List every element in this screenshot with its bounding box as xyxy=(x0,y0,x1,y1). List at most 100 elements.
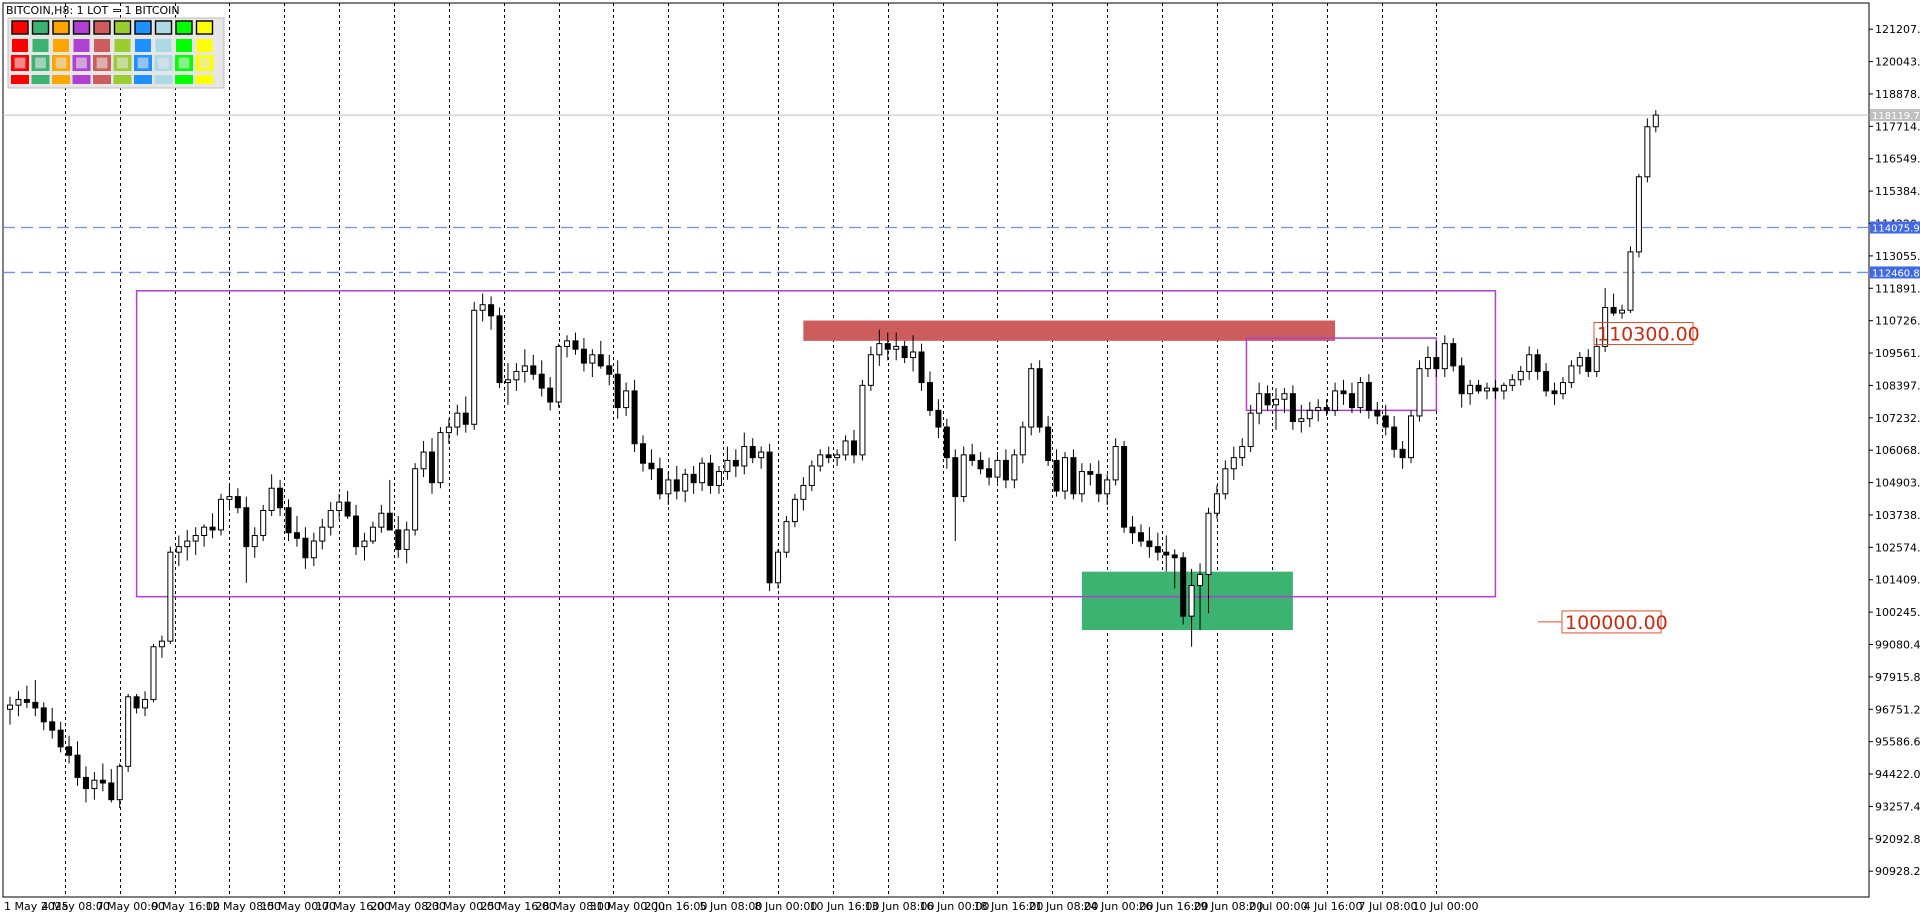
candle-body xyxy=(538,373,545,389)
vertical-gridlines xyxy=(65,3,1437,897)
price-axis: 121207.80 120043.20 118878.60 117714.00 1165… xyxy=(1869,23,1920,878)
x-tick-label: 4 May 08:00 xyxy=(42,900,110,913)
candle-body xyxy=(564,340,571,347)
candle-body xyxy=(1062,457,1068,492)
candle-body xyxy=(800,484,807,500)
candle-body xyxy=(1019,426,1026,456)
candle-body xyxy=(1433,357,1440,370)
level-labels: 110300.00 100000.00 xyxy=(1538,322,1700,634)
palette-swatch-bar xyxy=(195,75,214,84)
candle-body xyxy=(648,462,655,470)
y-tick-label: 94422.00 xyxy=(1875,768,1920,781)
candle-body xyxy=(1644,126,1651,178)
candle-body xyxy=(369,526,376,542)
y-tick-label: 116549.40 xyxy=(1875,153,1920,166)
candle-body xyxy=(1112,446,1119,481)
candle-body xyxy=(690,473,697,484)
candle-body xyxy=(1070,457,1077,495)
candle-body xyxy=(842,440,849,456)
candle-body xyxy=(1095,473,1102,495)
candle-body xyxy=(1619,309,1626,314)
demand-zone xyxy=(1081,571,1293,631)
y-tick-label: 111891.00 xyxy=(1875,282,1920,295)
candle-body xyxy=(32,701,39,709)
candle-body xyxy=(640,443,646,464)
candle-body xyxy=(1492,387,1499,392)
palette-swatch-outlined xyxy=(134,20,152,35)
candle-body xyxy=(133,696,140,709)
candle-body xyxy=(66,746,73,756)
candle-body xyxy=(715,471,722,486)
candle-body xyxy=(1306,409,1313,420)
plot-frame xyxy=(2,2,1870,898)
candle-body xyxy=(1526,354,1533,372)
candle-body xyxy=(918,351,925,384)
candle-body xyxy=(116,765,123,801)
candle-body xyxy=(1374,409,1381,417)
palette-swatch-outlined xyxy=(175,20,193,35)
candle-body xyxy=(530,365,537,375)
candle-body xyxy=(1517,370,1524,381)
palette-swatch-outlined xyxy=(154,20,173,35)
x-tick-label: 4 Jul 16:00 xyxy=(1304,900,1363,913)
color-palette-panel[interactable] xyxy=(7,17,225,89)
candle-body xyxy=(1602,306,1609,347)
candle-body xyxy=(749,446,756,459)
palette-swatch-outlined xyxy=(195,20,214,35)
candle-body xyxy=(125,696,132,767)
x-tick-label: 1 May 2025 xyxy=(4,900,69,913)
palette-swatch-bar xyxy=(31,75,50,84)
candle-body xyxy=(1045,426,1052,461)
candle-body xyxy=(1146,540,1153,548)
candle-body xyxy=(994,459,1001,478)
candle-body xyxy=(23,699,30,703)
y-tick-label: 102574.20 xyxy=(1875,541,1920,554)
candle-body xyxy=(656,468,663,495)
candle-body xyxy=(673,479,680,492)
candle-body xyxy=(952,457,959,498)
candle-body xyxy=(834,454,841,459)
x-tick-label: 10 Jun 16:00 xyxy=(810,900,880,913)
candle-body xyxy=(344,501,351,517)
candle-body xyxy=(1137,532,1144,542)
candle-body xyxy=(336,501,343,511)
candle-body xyxy=(226,496,233,500)
candle-body xyxy=(251,535,258,548)
current-price-tag-bg xyxy=(1870,109,1920,122)
candle-body xyxy=(707,462,714,486)
palette-swatch-frame xyxy=(177,56,191,70)
candle-body xyxy=(977,459,984,470)
palette-swatch-outlined xyxy=(11,20,29,35)
price-tag-bg xyxy=(1870,221,1920,234)
candle-body xyxy=(1078,471,1085,495)
candle-body xyxy=(293,532,300,539)
candle-body xyxy=(7,704,13,710)
candle-body xyxy=(184,540,191,548)
candle-body xyxy=(285,507,292,534)
candle-body xyxy=(353,515,360,548)
candle-body xyxy=(386,512,393,531)
horizontal-lines xyxy=(3,114,1869,274)
candle-body xyxy=(521,365,528,372)
candle-body xyxy=(1121,446,1128,528)
palette-swatch-outlined xyxy=(52,20,70,35)
candle-body xyxy=(1568,365,1575,384)
candle-body xyxy=(1213,493,1220,514)
y-tick-label: 101409.60 xyxy=(1875,574,1920,587)
x-tick-label: 10 Jul 00:00 xyxy=(1413,900,1479,913)
palette-swatch-filled xyxy=(53,39,69,52)
palette-swatch-filled xyxy=(94,39,110,52)
y-tick-label: 107232.60 xyxy=(1875,412,1920,425)
candle-body xyxy=(1197,573,1204,587)
candle-body xyxy=(1652,114,1659,128)
supply-zone xyxy=(803,320,1336,341)
candle-body xyxy=(783,521,790,553)
candle-body xyxy=(1205,512,1212,575)
x-tick-label: 2 Jul 00:00 xyxy=(1249,900,1308,913)
y-tick-label: 109561.80 xyxy=(1875,347,1920,360)
candle-body xyxy=(589,354,596,364)
y-tick-label: 106068.00 xyxy=(1875,444,1920,457)
candle-body xyxy=(513,370,520,381)
candle-body xyxy=(547,387,554,403)
